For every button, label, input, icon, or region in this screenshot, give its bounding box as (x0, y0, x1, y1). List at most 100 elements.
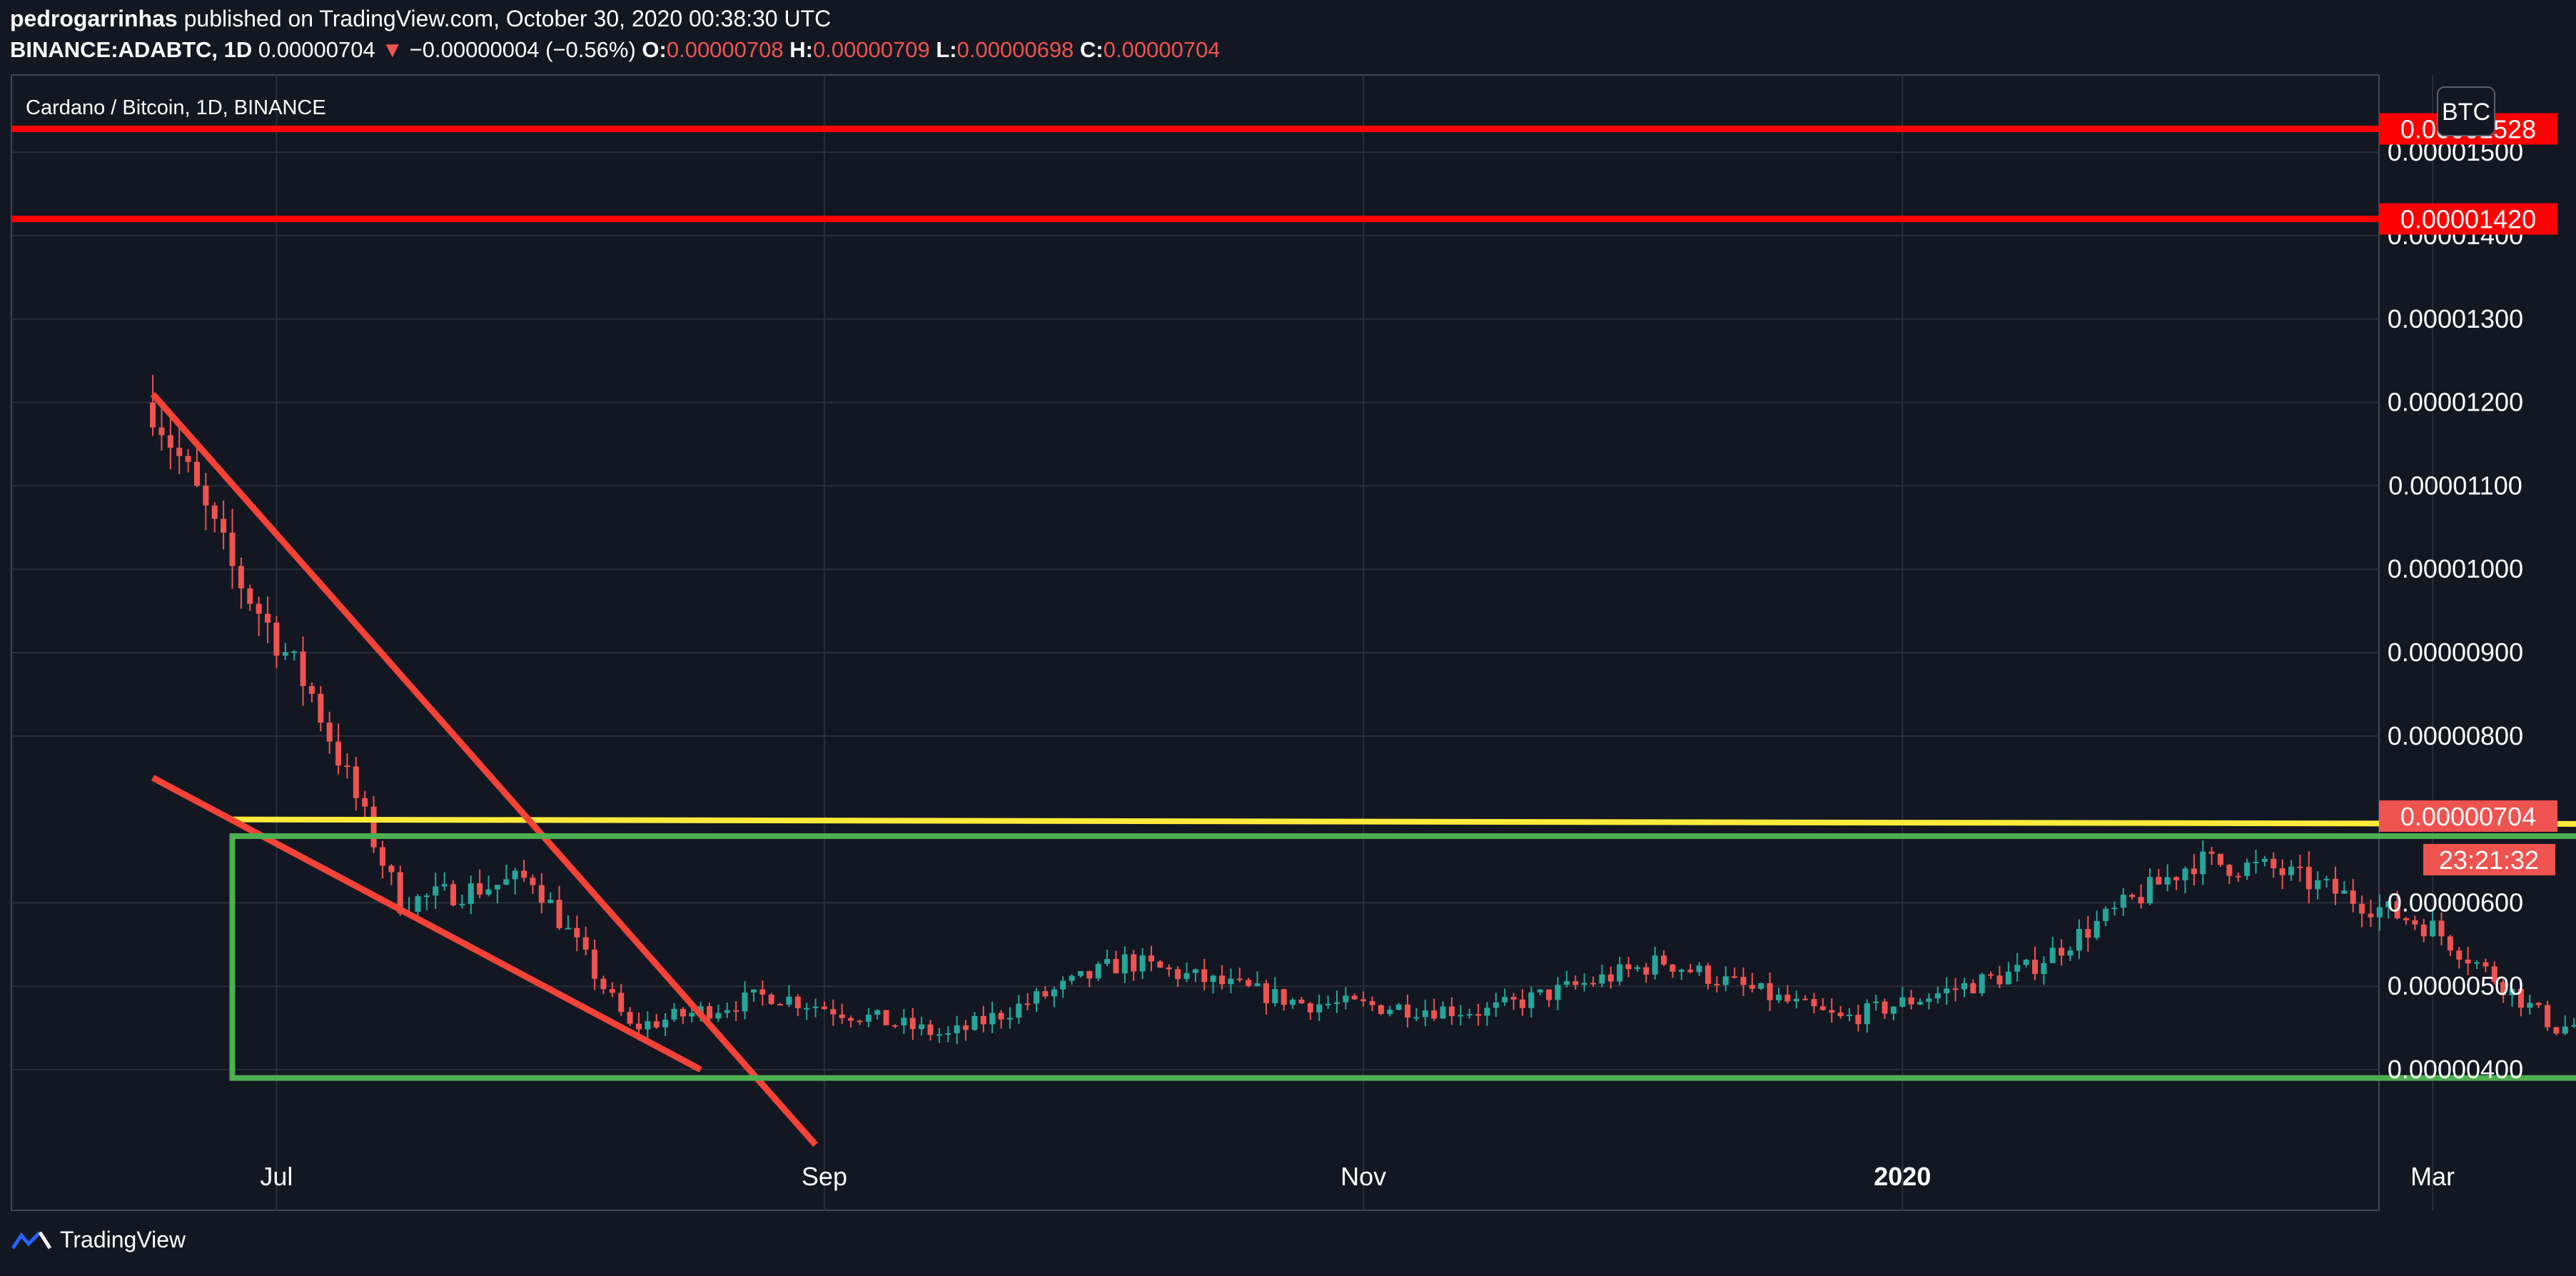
candle-body (980, 1015, 986, 1025)
y-tick-label: 0.00000500 (2388, 971, 2523, 1000)
candle-body (2032, 960, 2039, 975)
candle-body (1643, 967, 1650, 975)
currency-badge-text: BTC (2442, 99, 2490, 126)
candle-body (2368, 913, 2374, 918)
candle-body (2394, 901, 2400, 918)
candle-body (1749, 985, 1755, 989)
candle-body (1475, 1014, 1482, 1016)
candle-body (2323, 878, 2330, 880)
candle-body (2138, 897, 2144, 904)
y-tick-label: 0.00000400 (2388, 1055, 2523, 1084)
candle-body (1448, 1006, 1455, 1017)
candle-body (645, 1021, 651, 1030)
candle-body (556, 900, 562, 928)
candle-body (300, 651, 306, 686)
candle-body (1042, 991, 1049, 997)
candle-body (450, 884, 456, 905)
candle-body (1581, 983, 1587, 985)
candle-body (238, 566, 244, 589)
candle-body (954, 1025, 960, 1034)
candle-body (370, 806, 377, 848)
candle-body (2527, 1003, 2533, 1008)
candle-body (308, 685, 315, 694)
candle-body (768, 994, 774, 1005)
candle-body (1351, 995, 1358, 1000)
down-arrow-icon: ▼ (381, 37, 403, 62)
candle-body (326, 723, 333, 742)
candle-body (2076, 929, 2082, 951)
candle-body (1555, 985, 1561, 1000)
candle-body (1192, 969, 1198, 973)
candle-body (1016, 1003, 1022, 1018)
candle-body (2085, 929, 2091, 938)
candle-body (2067, 950, 2074, 956)
candle-body (883, 1010, 889, 1025)
candle-body (671, 1008, 677, 1020)
candle-body (2500, 982, 2507, 995)
candle-body (1899, 997, 1906, 1007)
candle-body (1086, 970, 1093, 979)
candle-body (1201, 969, 1208, 983)
candle-body (786, 996, 792, 1005)
candle-body (397, 872, 403, 914)
candle-body (2208, 851, 2215, 854)
candle-body (2447, 936, 2453, 951)
candle-body (2120, 895, 2126, 908)
candle-body (1316, 1004, 1323, 1013)
tradingview-logo[interactable]: TradingView (11, 1227, 186, 1253)
trendline (151, 775, 702, 1072)
candle-body (538, 885, 545, 903)
candle-body (750, 989, 757, 993)
last-price: 0.00000704 (258, 37, 375, 62)
candle-body (2332, 878, 2338, 894)
candle-body (724, 1010, 730, 1013)
high-value: 0.00000709 (812, 37, 930, 62)
tradingview-logo-icon (11, 1230, 52, 1249)
x-tick-label: Nov (1340, 1162, 1386, 1191)
candle-body (1890, 1006, 1896, 1014)
symbol-label: BINANCE:ADABTC, 1D (10, 37, 253, 62)
x-tick-label: Sep (802, 1162, 847, 1191)
candle-body (715, 1013, 722, 1019)
close-label: C: (1080, 37, 1103, 62)
candle-body (1157, 961, 1163, 968)
candle-body (193, 461, 200, 486)
candle-body (909, 1018, 916, 1030)
candle-body (1625, 964, 1632, 970)
range-box (229, 833, 2576, 1081)
candle-body (2041, 963, 2047, 975)
candle-body (936, 1034, 942, 1036)
candle-body (530, 878, 536, 885)
candle-body (2545, 1005, 2551, 1028)
candle-body (1678, 970, 1684, 972)
currency-badge[interactable]: BTC (2437, 86, 2495, 136)
candle-body (1395, 1004, 1402, 1010)
candle-body (1254, 983, 1261, 986)
candle-body (459, 903, 465, 905)
candle-body (1298, 999, 1305, 1004)
open-value: 0.00000708 (666, 37, 784, 62)
candle-body (1246, 980, 1252, 986)
candle-body (680, 1008, 686, 1017)
candle-body (150, 402, 156, 428)
candle-body (318, 693, 324, 723)
candle-body (229, 532, 236, 566)
candle-body (857, 1020, 863, 1023)
candle-body (2059, 948, 2065, 956)
candle-body (653, 1021, 660, 1028)
candle-body (618, 993, 625, 1013)
author-name[interactable]: pedrogarrinhas (10, 6, 178, 31)
candle-body (415, 896, 421, 912)
candle-body (600, 978, 607, 990)
candle-body (582, 937, 589, 950)
candle-body (733, 1010, 739, 1012)
x-tick-label: 2020 (1874, 1162, 1931, 1191)
candle-body (2482, 962, 2489, 967)
candle-body (256, 603, 262, 614)
candle-body (2315, 880, 2321, 890)
candle-body (2456, 950, 2463, 960)
candle-body (477, 883, 483, 895)
high-label: H: (789, 37, 813, 62)
candle-body (1934, 993, 1941, 999)
